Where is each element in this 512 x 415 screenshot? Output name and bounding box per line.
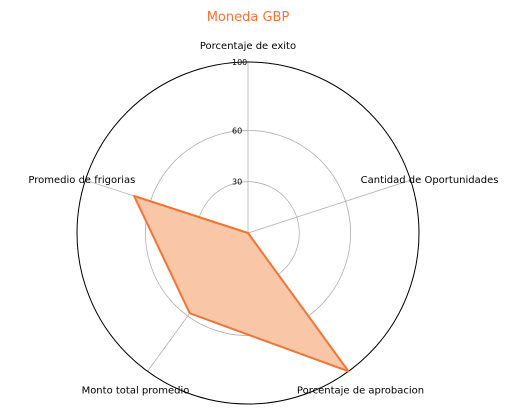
axis-label: Cantidad de Oportunidades — [361, 175, 499, 186]
radar-series — [133, 195, 350, 373]
axis-label: Monto total promedio — [82, 385, 190, 396]
radar-frame — [76, 61, 420, 405]
r-tick-label: 100 — [232, 58, 247, 67]
radar-spoke — [247, 179, 411, 234]
axis-label: Porcentaje de aprobacion — [297, 385, 424, 396]
r-tick-label: 60 — [232, 126, 242, 135]
axis-label: Porcentaje de exito — [200, 41, 296, 52]
radar-axis-labels: 30 60 100 Porcentaje de exito Cantidad de Op… — [28, 41, 498, 396]
r-tick-label: 30 — [232, 178, 242, 187]
chart-title: Moneda GBP — [207, 10, 290, 25]
axis-label: Promedio de frigorias — [28, 175, 135, 186]
